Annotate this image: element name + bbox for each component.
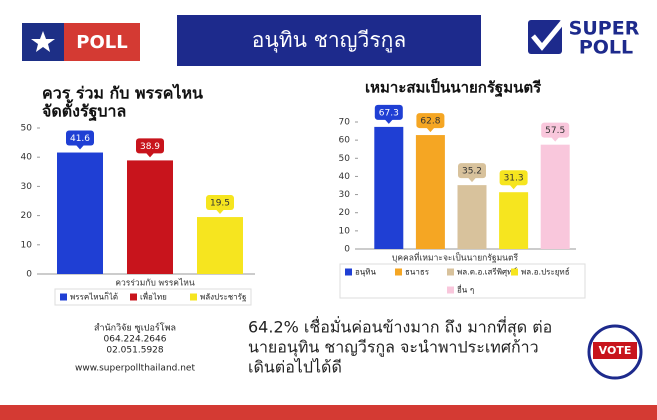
value-label: 35.2 xyxy=(462,167,482,177)
value-bubble-pointer xyxy=(384,119,393,124)
bar xyxy=(374,126,404,249)
legend-label: ธนาธร xyxy=(405,268,430,277)
value-bubble-pointer xyxy=(509,184,518,190)
title-box xyxy=(177,15,481,66)
bar xyxy=(415,135,445,249)
y-tick-label: 20 xyxy=(339,208,351,218)
legend-label: พล.อ.ประยุทธ์ xyxy=(521,267,570,277)
value-bubble xyxy=(136,138,164,154)
legend-swatch xyxy=(130,293,137,301)
value-bubble xyxy=(416,113,445,129)
value-bubble-pointer xyxy=(551,137,560,142)
value-label: 41.6 xyxy=(70,134,90,144)
logo-check xyxy=(531,16,568,51)
legend-swatch xyxy=(447,286,454,294)
value-label: 67.3 xyxy=(379,108,399,118)
chart-title: เหมาะสมเป็นนายกรัฐมนตรี xyxy=(365,78,542,98)
logo-left-text: POLL xyxy=(76,32,127,53)
legend-swatch xyxy=(345,268,352,276)
bar xyxy=(197,217,243,274)
legend-swatch xyxy=(511,268,518,276)
bar xyxy=(540,144,570,249)
bar xyxy=(457,185,487,249)
legend-swatch xyxy=(60,293,67,301)
y-tick-label: 40 xyxy=(21,153,33,163)
summary-line: เดินต่อไปได้ดี xyxy=(248,358,342,377)
y-tick-label: 0 xyxy=(344,245,350,255)
contact-line: 064.224.2646 xyxy=(104,335,167,345)
value-bubble-pointer xyxy=(216,209,224,215)
legend-box xyxy=(54,288,252,306)
bottom-stripe xyxy=(0,405,657,420)
y-tick-label: 0 xyxy=(26,270,32,280)
value-bubble-pointer xyxy=(468,177,476,183)
value-label: 38.9 xyxy=(140,142,160,152)
value-bubble xyxy=(66,130,94,146)
legend-label: อนุทิน xyxy=(355,268,377,277)
y-tick-label: 60 xyxy=(339,136,351,146)
logo-star xyxy=(31,31,55,52)
y-tick-label: 50 xyxy=(21,124,33,134)
contact-line: สำนักวิจัย ซูเปอร์โพล xyxy=(94,322,176,334)
x-axis-label: บุคคลที่เหมาะจะเป็นนายกรัฐมนตรี xyxy=(392,252,519,264)
contact-line: 02.051.5928 xyxy=(106,346,164,356)
x-axis-label: ควรร่วมกับ พรรคไหน xyxy=(115,278,195,289)
logo-right-check-box xyxy=(528,20,562,54)
bar xyxy=(57,152,103,274)
value-bubble xyxy=(541,122,570,138)
bar xyxy=(499,192,529,249)
logo-right-bottom: POLL xyxy=(579,37,633,59)
value-bubble xyxy=(374,104,403,120)
value-bubble xyxy=(458,163,486,179)
legend-label: เพื่อไทย xyxy=(140,291,167,302)
legend-box xyxy=(339,263,586,299)
y-tick-label: 20 xyxy=(21,211,33,221)
badge-text: VOTE xyxy=(599,344,632,357)
value-label: 62.8 xyxy=(420,117,440,127)
legend-label: อื่น ๆ xyxy=(457,284,474,295)
contact-url: www.superpollthailand.net xyxy=(75,364,195,374)
legend-label: พล.ต.อ.เสรีพิศุทธ์ xyxy=(457,267,517,277)
value-label: 19.5 xyxy=(210,199,230,209)
chart-title: จัดตั้งรัฐบาล xyxy=(42,99,126,122)
value-bubble-pointer xyxy=(146,152,154,158)
logo-right-top: SUPER xyxy=(569,18,640,40)
summary-line: นายอนุทิน ชาญวีรกูล จะนำพาประเทศก้าว xyxy=(248,338,539,358)
legend-swatch xyxy=(447,268,454,276)
value-bubble-pointer xyxy=(426,127,435,133)
value-bubble xyxy=(206,195,234,211)
y-tick-label: 30 xyxy=(21,182,33,192)
y-tick-label: 50 xyxy=(339,154,351,164)
legend-swatch xyxy=(395,268,402,276)
y-tick-label: 40 xyxy=(339,172,351,182)
value-bubble xyxy=(499,170,528,186)
chart-title: ควร ร่วม กับ พรรคไหน xyxy=(42,84,203,103)
summary-line: 64.2% เชื่อมั่นค่อนข้างมาก ถึง มากที่สุด… xyxy=(248,316,552,338)
y-tick-label: 10 xyxy=(21,240,33,250)
legend-swatch xyxy=(190,293,197,301)
value-label: 57.5 xyxy=(545,126,565,136)
page-title: อนุทิน ชาญวีรกูล xyxy=(252,28,406,53)
legend-label: พลังประชารัฐ xyxy=(200,293,246,302)
y-tick-label: 70 xyxy=(339,118,351,128)
value-label: 31.3 xyxy=(504,174,524,184)
badge-band xyxy=(593,342,637,359)
logo-left-box xyxy=(64,23,140,61)
bar xyxy=(127,160,173,274)
y-tick-label: 10 xyxy=(339,226,351,236)
y-tick-label: 30 xyxy=(339,190,351,200)
legend-label: พรรคไหนก็ได้ xyxy=(70,292,118,302)
value-bubble-pointer xyxy=(76,145,84,150)
